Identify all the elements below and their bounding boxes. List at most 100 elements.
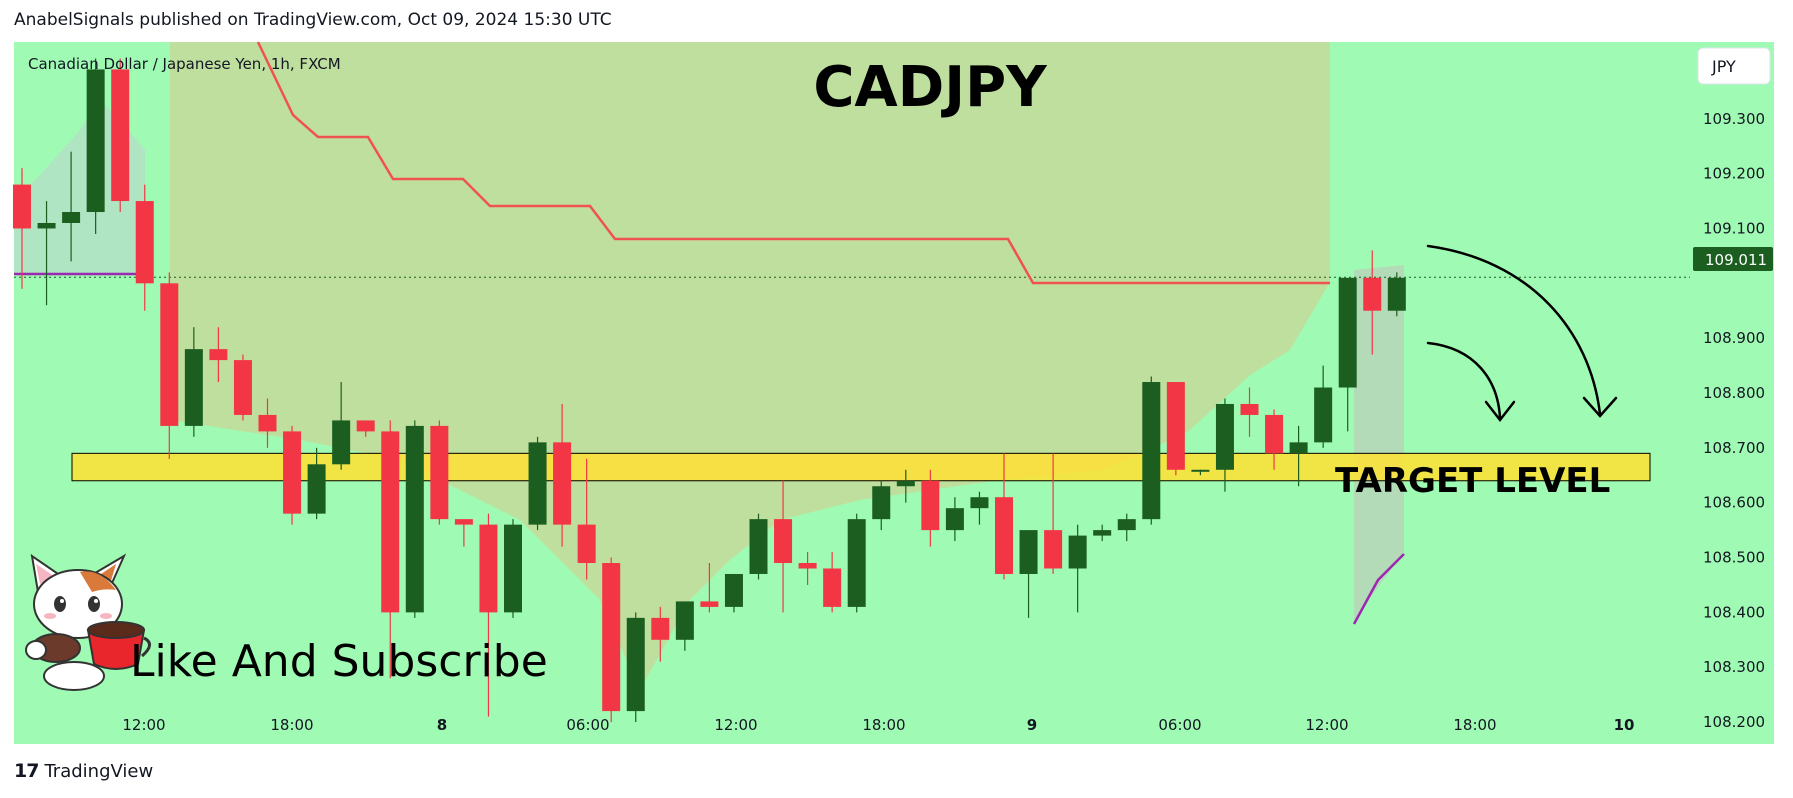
candle[interactable] bbox=[847, 513, 866, 613]
candle[interactable] bbox=[995, 453, 1013, 580]
candle[interactable] bbox=[381, 420, 400, 679]
candle[interactable] bbox=[921, 469, 940, 547]
candle[interactable] bbox=[1338, 277, 1357, 432]
candle-body bbox=[528, 442, 547, 525]
candle[interactable] bbox=[405, 420, 424, 618]
candle[interactable] bbox=[602, 557, 621, 723]
candle-body bbox=[111, 69, 130, 202]
last-price-tag: 109.011 bbox=[1693, 247, 1773, 271]
candle[interactable] bbox=[135, 184, 154, 311]
candle-body bbox=[160, 283, 179, 426]
candle-body bbox=[1093, 530, 1112, 536]
candle[interactable] bbox=[1142, 376, 1161, 525]
price-tick-label: 108.500 bbox=[1703, 549, 1765, 567]
candle[interactable] bbox=[553, 403, 572, 547]
time-tick-label: 18:00 bbox=[862, 716, 905, 734]
candle[interactable] bbox=[1191, 469, 1210, 476]
time-tick-label: 06:00 bbox=[1158, 716, 1201, 734]
candle[interactable] bbox=[332, 382, 351, 470]
candle[interactable] bbox=[823, 552, 842, 613]
candle[interactable] bbox=[356, 420, 375, 437]
candle[interactable] bbox=[13, 168, 31, 289]
candle[interactable] bbox=[1093, 524, 1112, 542]
candle[interactable] bbox=[1044, 453, 1063, 574]
footer: 17 TradingView bbox=[14, 760, 153, 782]
candle-body bbox=[847, 519, 866, 607]
currency-button[interactable]: JPY bbox=[1697, 47, 1771, 85]
candle-body bbox=[1387, 277, 1406, 311]
candle-body bbox=[454, 519, 473, 525]
price-tick-label: 108.400 bbox=[1703, 603, 1765, 621]
candle[interactable] bbox=[700, 563, 719, 613]
candle[interactable] bbox=[1166, 382, 1185, 476]
candle-body bbox=[1314, 387, 1333, 443]
candle[interactable] bbox=[577, 458, 596, 580]
candle[interactable] bbox=[1019, 530, 1038, 618]
tradingview-logo-icon[interactable]: 17 bbox=[14, 760, 39, 782]
candle[interactable] bbox=[970, 491, 989, 525]
time-tick-label: 12:00 bbox=[1305, 716, 1348, 734]
candle[interactable] bbox=[749, 513, 768, 580]
candle[interactable] bbox=[454, 519, 473, 547]
symbol-title: Canadian Dollar / Japanese Yen, 1h, FXCM bbox=[28, 55, 341, 73]
candle[interactable] bbox=[307, 447, 326, 520]
candle[interactable] bbox=[1215, 398, 1234, 492]
candle[interactable] bbox=[160, 272, 179, 459]
price-tick-label: 109.200 bbox=[1703, 165, 1765, 183]
candle[interactable] bbox=[283, 425, 302, 525]
candle[interactable] bbox=[1240, 387, 1259, 437]
cloud-area bbox=[170, 42, 1330, 690]
candle-body bbox=[872, 486, 891, 520]
candle-body bbox=[135, 201, 154, 284]
candle-body bbox=[86, 69, 105, 213]
candle[interactable] bbox=[184, 327, 203, 437]
candle[interactable] bbox=[62, 151, 81, 262]
candle[interactable] bbox=[1289, 425, 1308, 487]
candle[interactable] bbox=[430, 420, 449, 525]
candle-body bbox=[626, 617, 645, 712]
candle-body bbox=[258, 414, 277, 432]
candle-body bbox=[62, 212, 81, 223]
candle[interactable] bbox=[209, 327, 228, 383]
candle[interactable] bbox=[651, 606, 670, 662]
candle[interactable] bbox=[233, 354, 252, 421]
candle-body bbox=[381, 431, 400, 613]
candle[interactable] bbox=[724, 573, 743, 613]
candle[interactable] bbox=[675, 601, 694, 651]
time-axis[interactable]: 12:00 18:00 8 06:00 12:00 18:00 9 06:00 12:00 18:… bbox=[122, 716, 1634, 734]
candle[interactable] bbox=[896, 469, 915, 503]
price-tick-label: 109.300 bbox=[1703, 110, 1765, 128]
candle[interactable] bbox=[528, 436, 547, 531]
candle[interactable] bbox=[1117, 513, 1136, 542]
candle[interactable] bbox=[37, 201, 56, 306]
candle[interactable] bbox=[1265, 409, 1284, 470]
candle[interactable] bbox=[1387, 272, 1406, 317]
candle[interactable] bbox=[1314, 365, 1333, 448]
candle[interactable] bbox=[1363, 250, 1382, 355]
candle[interactable] bbox=[258, 398, 277, 448]
candle-body bbox=[749, 519, 768, 574]
candle-body bbox=[209, 349, 228, 361]
tradingview-brand[interactable]: TradingView bbox=[44, 760, 154, 782]
candle-body bbox=[283, 431, 302, 514]
candle-body bbox=[1240, 403, 1259, 415]
candle[interactable] bbox=[504, 519, 522, 618]
candle[interactable] bbox=[945, 497, 964, 542]
published-line: AnabelSignals published on TradingView.c… bbox=[14, 10, 612, 30]
price-axis[interactable]: 109.300 109.200 109.100 108.900 108.800 108.7… bbox=[1703, 110, 1765, 731]
candle-body bbox=[651, 617, 670, 640]
candle[interactable] bbox=[872, 480, 891, 531]
curved-arrow-icon bbox=[1426, 341, 1516, 423]
candle[interactable] bbox=[111, 58, 130, 213]
candle[interactable] bbox=[1068, 524, 1087, 613]
candle[interactable] bbox=[86, 58, 105, 234]
candle[interactable] bbox=[774, 480, 793, 613]
candle-body bbox=[430, 425, 449, 520]
candle[interactable] bbox=[479, 513, 498, 717]
candle-body bbox=[921, 480, 940, 531]
candle[interactable] bbox=[626, 612, 645, 723]
candle-body bbox=[13, 184, 31, 229]
candlestick-chart[interactable]: 109.300 109.200 109.100 108.900 108.800 108.7… bbox=[0, 0, 1793, 760]
candle-body bbox=[184, 349, 203, 426]
candle[interactable] bbox=[798, 552, 817, 585]
